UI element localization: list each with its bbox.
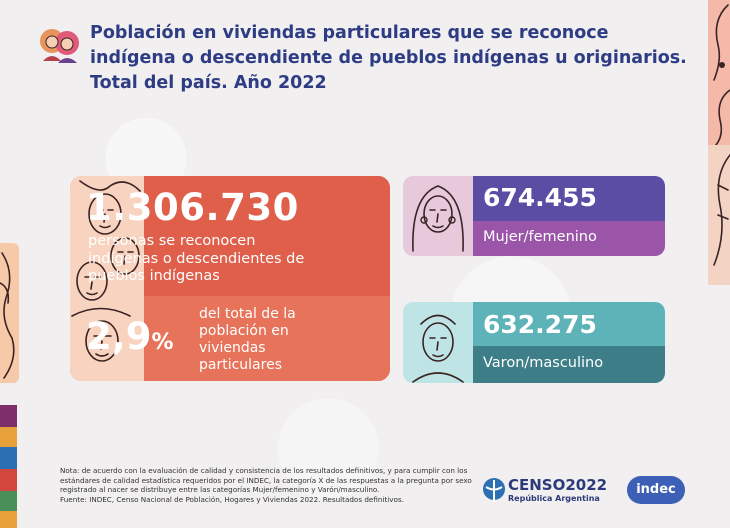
people-illustration-icon xyxy=(37,25,81,65)
female-number: 674.455 xyxy=(483,183,597,212)
footnote: Nota: de acuerdo con la evaluación de ca… xyxy=(60,466,480,504)
male-face-illustration xyxy=(403,302,473,383)
female-label-panel xyxy=(473,221,665,256)
decorative-textile-pattern xyxy=(0,405,17,528)
decorative-illustration-right-mid xyxy=(708,145,730,285)
page-title: Población en viviendas particulares que … xyxy=(90,23,687,93)
footnote-note: Nota: de acuerdo con la evaluación de ca… xyxy=(60,466,472,494)
male-number-panel xyxy=(473,302,665,346)
female-face-illustration xyxy=(403,176,473,256)
female-card xyxy=(403,176,665,256)
censo-logo-icon xyxy=(483,478,505,502)
censo-logo-text: CENSO2022 xyxy=(508,476,608,494)
faces-illustration xyxy=(70,176,144,381)
male-card xyxy=(403,302,665,383)
male-number: 632.275 xyxy=(483,310,597,339)
footnote-source: Fuente: INDEC, Censo Nacional de Poblaci… xyxy=(60,494,404,504)
censo-logo xyxy=(482,476,602,508)
decorative-illustration-left xyxy=(0,243,19,383)
female-label: Mujer/femenino xyxy=(483,229,597,245)
decorative-illustration-right-top xyxy=(708,0,730,145)
censo-logo-subtitle: República Argentina xyxy=(508,494,600,503)
percent-description: del total de la población en viviendas p… xyxy=(199,306,296,373)
indec-logo: indec xyxy=(627,476,685,504)
total-number-panel xyxy=(144,176,390,296)
percent-value: 2,9% xyxy=(86,315,174,358)
percent-sign: % xyxy=(151,330,174,355)
total-card xyxy=(70,176,390,381)
male-label-panel xyxy=(473,346,665,383)
percent-panel xyxy=(144,296,390,381)
total-number: 1.306.730 xyxy=(86,186,299,229)
female-number-panel xyxy=(473,176,665,221)
percent-number: 2,9 xyxy=(86,315,152,358)
total-description: personas se reconocen indígenas o descen… xyxy=(88,233,305,284)
male-label: Varon/masculino xyxy=(483,355,604,371)
